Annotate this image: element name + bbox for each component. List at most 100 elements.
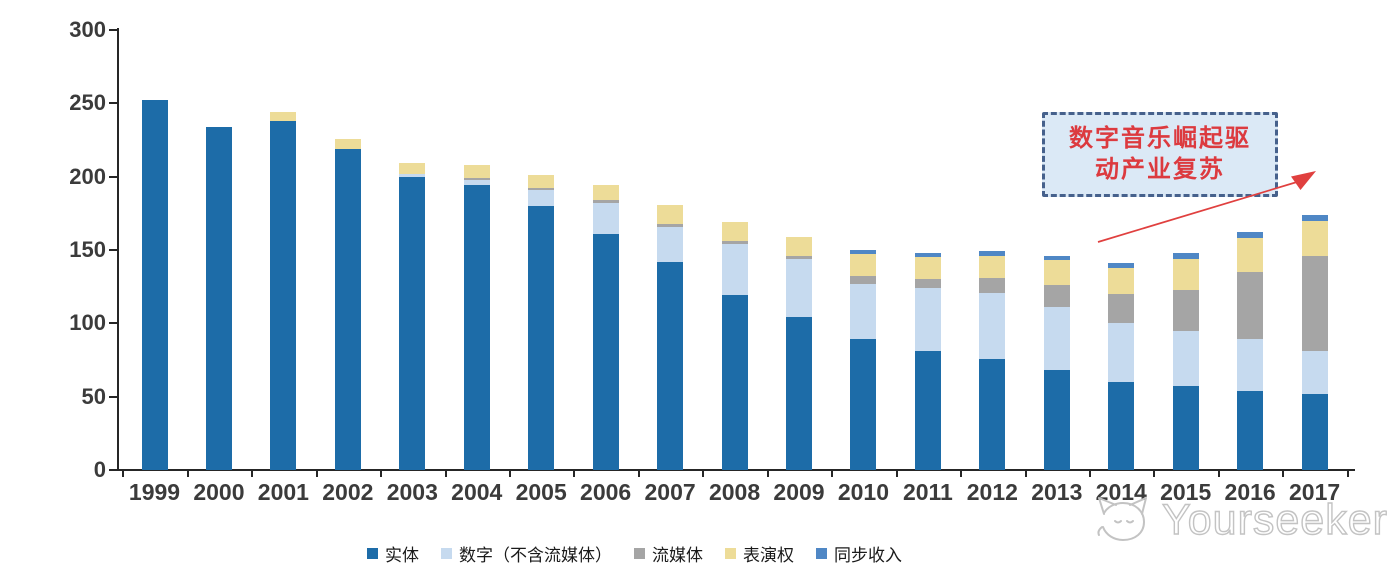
legend-swatch-digital-ex-stream (441, 548, 452, 559)
x-tick-label-2012: 2012 (966, 479, 1018, 505)
x-tick-label-2002: 2002 (322, 479, 374, 505)
cat-logo-icon (1097, 497, 1147, 541)
x-tick-mark (1089, 470, 1092, 477)
bar-segment-2010-performance (850, 254, 877, 277)
x-tick-mark (831, 470, 834, 477)
bar-segment-2017-digital-ex-stream (1301, 351, 1328, 394)
x-tick-label-2000: 2000 (193, 479, 245, 505)
y-tick-label: 250 (69, 90, 106, 116)
bar-segment-2009-performance (786, 236, 812, 256)
bar-segment-2004-physical (463, 185, 490, 470)
bar-segment-2013-sync (1043, 255, 1070, 261)
y-tick-mark (109, 395, 117, 398)
bar-segment-2006-performance (592, 185, 619, 201)
bar-segment-2001-performance (270, 112, 297, 121)
legend-label-physical: 实体 (385, 546, 419, 565)
x-tick-label-2009: 2009 (773, 479, 825, 505)
x-tick-label-2015: 2015 (1160, 479, 1212, 505)
bar-segment-2007-streaming (657, 223, 684, 227)
watermark-text: Yourseeker (1161, 495, 1388, 544)
legend-item-sync: 同步收入 (816, 541, 902, 566)
bar-segment-2002-physical (334, 148, 361, 470)
x-tick-label-2016: 2016 (1224, 479, 1276, 505)
bar-segment-2015-digital-ex-stream (1172, 330, 1199, 387)
bar-segment-2012-performance (979, 255, 1006, 278)
bar-segment-2017-physical (1301, 393, 1328, 470)
bar-segment-2007-performance (657, 204, 684, 224)
bar-segment-2016-sync (1237, 232, 1264, 239)
y-tick-mark (109, 102, 117, 105)
x-axis-line (116, 469, 1355, 471)
x-tick-mark (508, 470, 511, 477)
x-tick-mark (766, 470, 769, 477)
bar-segment-2011-sync (914, 252, 941, 258)
x-tick-label-2003: 2003 (386, 479, 438, 505)
bar-segment-2011-streaming (914, 279, 941, 289)
bar-segment-2015-sync (1172, 252, 1199, 259)
x-tick-mark (637, 470, 640, 477)
legend-item-streaming: 流媒体 (634, 541, 703, 566)
y-tick-label: 200 (69, 163, 106, 189)
bar-segment-2013-physical (1043, 370, 1070, 470)
y-tick-label: 50 (81, 383, 106, 409)
y-axis-line (117, 28, 119, 471)
x-tick-label-2007: 2007 (644, 479, 696, 505)
bar-segment-2003-digital-ex-stream (399, 173, 426, 177)
bar-segment-2013-performance (1043, 260, 1070, 286)
x-tick-label-2006: 2006 (580, 479, 632, 505)
legend-label-sync: 同步收入 (834, 546, 902, 565)
bar-segment-2016-digital-ex-stream (1237, 339, 1264, 391)
bar-segment-2014-sync (1108, 263, 1135, 268)
bar-segment-2011-physical (914, 351, 941, 470)
legend-swatch-physical (367, 548, 378, 559)
legend-item-performance: 表演权 (725, 541, 794, 566)
annotation-callout: 数字音乐崛起驱 动产业复苏 (1042, 112, 1278, 197)
annotation-text-line2: 动产业复苏 (1095, 156, 1225, 183)
bar-segment-2014-digital-ex-stream (1108, 323, 1135, 382)
bar-segment-2010-physical (850, 339, 877, 470)
bar-segment-2006-digital-ex-stream (592, 203, 619, 234)
bar-segment-2017-streaming (1301, 255, 1328, 352)
bar-segment-2012-sync (979, 251, 1006, 256)
x-tick-mark (702, 470, 705, 477)
bar-segment-2012-physical (979, 358, 1006, 470)
bar-segment-2012-streaming (979, 277, 1006, 293)
x-tick-mark (186, 470, 189, 477)
bar-segment-2005-physical (528, 206, 555, 470)
legend: 实体 数字（不含流媒体） 流媒体 表演权 同步收入 (367, 541, 902, 566)
legend-label-performance: 表演权 (743, 546, 794, 565)
y-tick-mark (109, 175, 117, 178)
bar-segment-2000-physical (205, 126, 232, 470)
bar-segment-2016-performance (1237, 238, 1264, 272)
bar-segment-2016-physical (1237, 390, 1264, 470)
x-tick-mark (444, 470, 447, 477)
x-tick-mark (960, 470, 963, 477)
x-tick-label-1999: 1999 (128, 479, 181, 505)
y-tick-label: 0 (93, 457, 106, 482)
x-tick-mark (1024, 470, 1027, 477)
bar-segment-2004-performance (463, 164, 490, 179)
bar-segment-2009-digital-ex-stream (786, 258, 812, 318)
x-tick-label-2013: 2013 (1031, 479, 1083, 505)
annotation-text-line1: 数字音乐崛起驱 (1069, 125, 1251, 152)
bar-segment-2002-performance (334, 138, 361, 149)
bar-segment-2004-streaming (463, 178, 490, 180)
x-tick-mark (1153, 470, 1156, 477)
legend-label-streaming: 流媒体 (652, 546, 703, 565)
legend-item-digital-ex-stream: 数字（不含流媒体） (441, 541, 612, 566)
x-tick-label-2008: 2008 (708, 479, 761, 505)
x-tick-label-2004: 2004 (451, 479, 503, 505)
legend-swatch-sync (816, 548, 827, 559)
y-tick-mark (109, 469, 117, 471)
bar-segment-2012-digital-ex-stream (979, 292, 1006, 359)
x-tick-mark (315, 470, 318, 477)
bar-segment-2016-streaming (1237, 272, 1264, 340)
bar-segment-2013-streaming (1043, 285, 1070, 308)
bar-segment-2003-physical (399, 176, 426, 470)
bar-segment-2010-sync (850, 250, 877, 255)
bar-segment-2005-performance (528, 175, 555, 189)
x-tick-mark (895, 470, 898, 477)
x-tick-label-2011: 2011 (902, 479, 953, 505)
bar-segment-2008-performance (721, 222, 748, 242)
